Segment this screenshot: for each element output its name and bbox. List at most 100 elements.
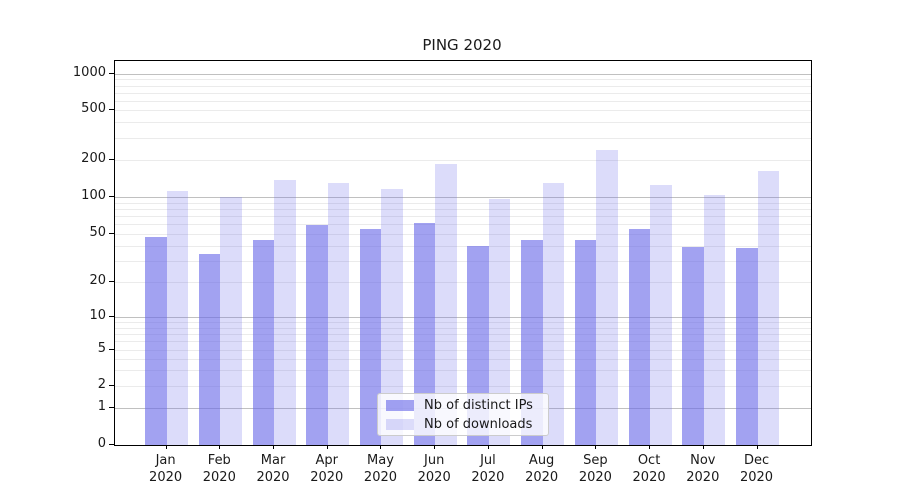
major-gridline <box>115 74 811 75</box>
minor-gridline <box>115 245 811 247</box>
minor-gridline <box>115 341 811 343</box>
x-tick-label: Aug 2020 <box>510 452 574 486</box>
bar-downloads <box>220 197 242 445</box>
x-tick-label-year: 2020 <box>202 470 236 485</box>
y-minor-tick-mark <box>111 233 114 234</box>
y-tick-mark <box>109 316 114 317</box>
minor-gridline <box>115 386 811 387</box>
legend-item-downloads: Nb of downloads <box>384 417 542 432</box>
plot-area <box>114 60 812 446</box>
x-tick-mark <box>273 445 275 449</box>
y-minor-tick-mark <box>111 281 114 282</box>
x-tick-label-year: 2020 <box>363 470 398 485</box>
bar-downloads <box>274 180 296 445</box>
bar-downloads <box>757 171 780 445</box>
minor-gridline <box>115 322 811 324</box>
major-gridline <box>115 317 811 318</box>
legend-swatch-downloads <box>386 418 414 430</box>
bar-distinct-ips <box>252 239 275 445</box>
bar-distinct-ips <box>736 248 758 445</box>
y-tick-mark <box>109 73 114 74</box>
x-tick-mark <box>541 445 543 449</box>
minor-gridline <box>115 327 811 329</box>
y-tick-label: 10 <box>89 308 106 323</box>
y-tick-label: 200 <box>81 151 106 166</box>
x-tick-label-month: Jan <box>155 453 176 468</box>
x-tick-label: Oct 2020 <box>617 452 681 486</box>
x-tick-label-month: Feb <box>207 453 231 468</box>
bar-distinct-ips <box>682 247 704 445</box>
bar-downloads <box>596 150 618 445</box>
x-tick-label: May 2020 <box>348 452 412 486</box>
minor-gridline <box>115 202 811 204</box>
x-tick-mark <box>434 445 436 449</box>
x-tick-label-month: Jun <box>424 453 445 468</box>
minor-gridline <box>115 208 811 210</box>
x-tick-label: Dec 2020 <box>725 452 789 486</box>
bar-downloads <box>542 182 565 445</box>
bar-distinct-ips <box>145 237 167 445</box>
x-tick-mark <box>219 445 221 449</box>
legend-swatch-distinct-ips <box>386 399 414 411</box>
x-tick-mark <box>649 445 651 449</box>
y-tick-label: 100 <box>81 188 106 203</box>
bar-downloads <box>435 164 457 445</box>
x-tick-label-year: 2020 <box>525 470 559 485</box>
x-tick-label-year: 2020 <box>310 470 344 485</box>
legend-label-downloads: Nb of downloads <box>424 416 533 432</box>
bar-downloads <box>327 182 350 445</box>
y-tick-mark <box>109 196 114 197</box>
bar-downloads <box>650 185 672 445</box>
minor-gridline <box>115 79 811 81</box>
bar-downloads <box>703 195 726 445</box>
x-tick-label-year: 2020 <box>686 470 720 485</box>
y-tick-mark <box>109 444 114 445</box>
y-minor-tick-mark <box>111 109 114 110</box>
x-tick-label: Sep 2020 <box>563 452 627 486</box>
bar-distinct-ips <box>359 228 382 445</box>
x-tick-label: Mar 2020 <box>241 452 305 486</box>
x-tick-label-month: Sep <box>583 453 608 468</box>
major-gridline <box>115 197 811 198</box>
y-tick-label: 50 <box>89 225 106 240</box>
minor-gridline <box>115 224 811 226</box>
minor-gridline <box>115 260 811 262</box>
x-tick-label: Jul 2020 <box>456 452 520 486</box>
x-tick-mark <box>326 445 328 449</box>
x-tick-label-year: 2020 <box>256 470 290 485</box>
x-tick-label-year: 2020 <box>417 470 451 485</box>
x-tick-label-month: Jul <box>480 453 496 468</box>
minor-gridline <box>115 333 811 335</box>
minor-gridline <box>115 110 811 111</box>
bar-distinct-ips <box>628 228 651 445</box>
legend-item-distinct-ips: Nb of distinct IPs <box>384 398 542 413</box>
x-tick-label: Nov 2020 <box>671 452 735 486</box>
x-tick-label: Feb 2020 <box>187 452 251 486</box>
y-tick-label: 2 <box>97 377 106 392</box>
x-tick-label: Jan 2020 <box>134 452 198 486</box>
x-tick-label: Jun 2020 <box>402 452 466 486</box>
bar-distinct-ips <box>413 223 436 445</box>
minor-gridline <box>115 137 811 139</box>
x-tick-label-year: 2020 <box>149 470 183 485</box>
x-tick-mark <box>756 445 758 449</box>
y-minor-tick-mark <box>111 349 114 350</box>
y-tick-label: 1 <box>97 399 106 414</box>
x-tick-label-month: Aug <box>528 453 555 468</box>
y-tick-label: 5 <box>97 341 106 356</box>
minor-gridline <box>115 122 811 124</box>
x-tick-label-month: Apr <box>315 453 339 468</box>
y-tick-mark <box>109 407 114 408</box>
x-tick-mark <box>380 445 382 449</box>
x-tick-label: Apr 2020 <box>295 452 359 486</box>
legend: Nb of distinct IPs Nb of downloads <box>377 393 549 436</box>
x-tick-mark <box>487 445 489 449</box>
bar-distinct-ips <box>198 254 221 445</box>
x-tick-mark <box>702 445 704 449</box>
legend-label-distinct-ips: Nb of distinct IPs <box>424 397 533 413</box>
bar-downloads <box>488 198 511 445</box>
minor-gridline <box>115 282 811 283</box>
minor-gridline <box>115 358 811 360</box>
minor-gridline <box>115 234 811 235</box>
